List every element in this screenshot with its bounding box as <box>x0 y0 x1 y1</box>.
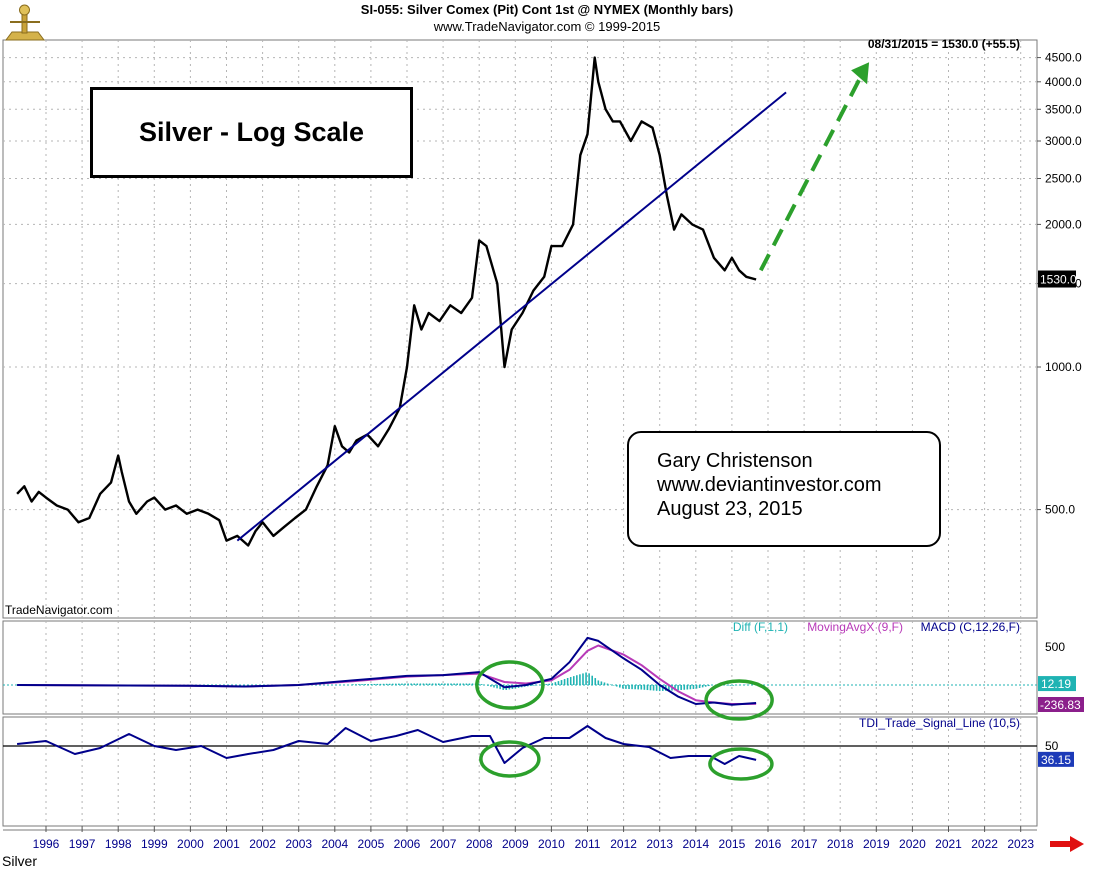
tdi-value-box <box>1038 751 1074 767</box>
panel-frames <box>2 39 1038 831</box>
macd-value-box <box>1038 697 1084 712</box>
x-tick-label: 1998 <box>105 837 132 851</box>
x-tick-label: 2010 <box>538 837 565 851</box>
x-tick-label: 2012 <box>610 837 637 851</box>
x-tick-label: 2002 <box>249 837 276 851</box>
chart-marks <box>16 56 1084 781</box>
panel-frame-3 <box>2 716 1038 827</box>
macd-value-label: -236.83 <box>1040 698 1081 712</box>
red-right-arrow-icon[interactable] <box>1050 836 1084 852</box>
trend-line <box>236 91 787 542</box>
chart-title: SI-055: Silver Comex (Pit) Cont 1st @ NY… <box>360 2 734 17</box>
chart-labels: 1996 1997 1998 1999 2000 2001 2002 2003 2004 2005… <box>33 37 1082 851</box>
legend-moving-avg: MovingAvgX (9,F) <box>807 620 903 634</box>
x-tick-label: 2019 <box>863 837 890 851</box>
x-tick-label: 2013 <box>646 837 673 851</box>
diff-value-label: 12.19 <box>1041 677 1071 691</box>
panel-frame-2 <box>2 620 1038 715</box>
y-tick-label: 3500.0 <box>1045 102 1082 116</box>
x-tick-label: 2018 <box>827 837 854 851</box>
legend-tdi: TDI_Trade_Signal_Line (10,5) <box>859 716 1020 730</box>
x-tick-label: 2007 <box>430 837 457 851</box>
highlight-circle <box>475 660 545 710</box>
y-tick-label: 2500.0 <box>1045 171 1082 185</box>
y-tick-label: 1000.0 <box>1045 360 1082 374</box>
y-tick-label: 500.0 <box>1045 503 1075 517</box>
x-tick-label: 2015 <box>719 837 746 851</box>
x-tick-label: 2016 <box>755 837 782 851</box>
highlight-circle <box>479 740 541 778</box>
watermark: TradeNavigator.com <box>5 603 113 617</box>
y-tick-label: 3000.0 <box>1045 134 1082 148</box>
x-tick-label: 2003 <box>285 837 312 851</box>
x-tick-label: 2001 <box>213 837 240 851</box>
tdi-value-label: 36.15 <box>1041 753 1071 767</box>
x-tick-label: 2011 <box>575 837 601 851</box>
macd-line <box>17 636 757 706</box>
x-tick-label: 2004 <box>321 837 348 851</box>
chart-copyright: www.TradeNavigator.com © 1999-2015 <box>433 19 661 34</box>
last-value-label: 1530.0 <box>1040 273 1077 287</box>
author-box: Gary Christenson www.deviantinvestor.com… <box>627 431 941 547</box>
x-tick-label: 1996 <box>33 837 60 851</box>
legend-diff: Diff (F,1,1) <box>733 620 788 634</box>
macd-y-tick-label: 500 <box>1045 640 1065 654</box>
x-tick-label: 2023 <box>1007 837 1034 851</box>
y-tick-label: 4000.0 <box>1045 75 1082 89</box>
highlight-circle <box>708 747 774 781</box>
y-tick-label: 2000.0 <box>1045 217 1082 231</box>
trade-navigator-logo-icon <box>5 4 45 41</box>
projection-arrow-head <box>851 62 870 85</box>
symbol-label: Silver <box>2 853 38 869</box>
x-tick-label: 2020 <box>899 837 926 851</box>
last-value-box <box>1038 270 1076 288</box>
x-tick-label: 2006 <box>394 837 421 851</box>
tdi-line <box>16 725 757 765</box>
moving-avg-line <box>17 644 757 705</box>
x-tick-label: 1999 <box>141 837 168 851</box>
y-tick-label: 1500.0 <box>1045 277 1082 291</box>
x-tick-label: 1997 <box>69 837 96 851</box>
author-name: Gary Christenson <box>657 450 813 472</box>
x-tick-label: 2021 <box>935 837 962 851</box>
legend-macd: MACD (C,12,26,F) <box>921 620 1020 634</box>
x-tick-label: 2017 <box>791 837 818 851</box>
diff-value-box <box>1038 676 1076 692</box>
x-tick-label: 2009 <box>502 837 529 851</box>
x-tick-label: 2022 <box>971 837 998 851</box>
projection-arrow-line <box>759 71 865 272</box>
x-tick-label: 2008 <box>466 837 493 851</box>
highlight-circle <box>704 679 774 721</box>
x-tick-label: 2005 <box>358 837 385 851</box>
x-tick-label: 2000 <box>177 837 204 851</box>
chart-label-text: Silver - Log Scale <box>138 117 365 147</box>
chart-label-box: Silver - Log Scale <box>90 87 413 178</box>
y-tick-label: 4500.0 <box>1045 51 1082 65</box>
author-date: August 23, 2015 <box>657 498 803 520</box>
panel-frame-1 <box>2 39 1038 619</box>
x-tick-label: 2014 <box>682 837 709 851</box>
tdi-y-tick-label: 50 <box>1045 739 1059 753</box>
last-value-note: 08/31/2015 = 1530.0 (+55.5) <box>868 37 1020 51</box>
author-site: www.deviantinvestor.com <box>657 474 882 496</box>
